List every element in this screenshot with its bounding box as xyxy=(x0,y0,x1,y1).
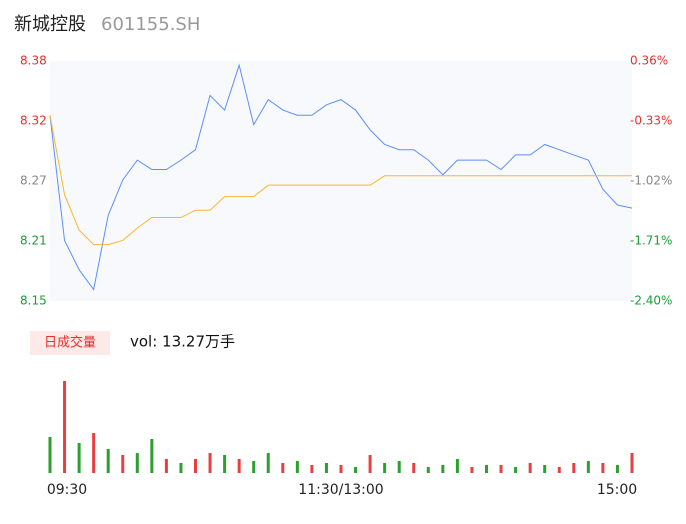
y2-tick-label: -1.02% xyxy=(630,174,672,188)
volume-bar xyxy=(92,433,96,473)
volume-bar xyxy=(252,461,256,473)
volume-bar xyxy=(354,467,358,473)
volume-bar xyxy=(470,467,474,473)
volume-label: vol: 13.27万手 xyxy=(130,333,235,351)
volume-bar xyxy=(455,459,459,473)
x-tick-label: 15:00 xyxy=(597,482,637,498)
volume-bar xyxy=(310,465,314,473)
volume-bar xyxy=(426,467,430,473)
x-tick-label: 09:30 xyxy=(47,482,87,498)
y-tick-label: 8.32 xyxy=(20,114,47,128)
y-tick-label: 8.15 xyxy=(20,294,47,308)
y2-tick-label: -1.71% xyxy=(630,234,672,248)
volume-bar xyxy=(48,437,52,473)
y-tick-label: 8.38 xyxy=(20,54,47,68)
volume-bar xyxy=(266,453,270,473)
volume-bar xyxy=(485,465,488,473)
volume-bar xyxy=(339,465,343,473)
volume-bar xyxy=(237,459,241,473)
volume-bar xyxy=(601,463,605,473)
volume-bar xyxy=(499,465,503,473)
volume-bar xyxy=(514,467,518,473)
volume-bar xyxy=(194,459,197,473)
volume-bar xyxy=(164,459,168,473)
volume-bar xyxy=(615,465,619,473)
y2-tick-label: -0.33% xyxy=(630,114,672,128)
volume-bar xyxy=(572,463,576,473)
volume-bar xyxy=(397,461,401,473)
volume-bar xyxy=(412,463,416,473)
volume-bar xyxy=(121,455,125,473)
volume-bar xyxy=(630,453,634,473)
volume-bar xyxy=(368,455,372,473)
volume-bar xyxy=(441,465,445,473)
volume-bar xyxy=(557,467,561,473)
y-tick-label: 8.27 xyxy=(20,174,47,188)
volume-bar xyxy=(106,449,110,473)
volume-legend: 日成交量 xyxy=(44,335,96,351)
volume-legend-box xyxy=(30,331,110,355)
volume-bar xyxy=(324,463,328,473)
volume-bar xyxy=(528,463,532,473)
volume-bar xyxy=(150,439,154,473)
y2-tick-label: -2.40% xyxy=(630,294,672,308)
volume-bar xyxy=(383,463,387,473)
y-tick-label: 8.21 xyxy=(20,234,47,248)
price-line xyxy=(49,63,633,291)
volume-bar xyxy=(63,381,67,473)
x-tick-label: 11:30/13:00 xyxy=(298,482,383,498)
plot-background xyxy=(50,61,632,301)
volume-bar xyxy=(295,461,299,473)
stock-code: 601155.SH xyxy=(101,14,200,35)
volume-bar xyxy=(543,465,547,473)
volume-bar xyxy=(77,443,81,473)
volume-bar xyxy=(208,453,212,473)
volume-bar xyxy=(281,463,285,473)
stock-name: 新城控股 xyxy=(14,14,86,35)
volume-bar xyxy=(223,455,227,473)
volume-bar xyxy=(135,453,139,473)
y2-tick-label: 0.36% xyxy=(630,54,668,68)
volume-bar xyxy=(586,461,590,473)
price-line xyxy=(49,115,632,246)
volume-bar xyxy=(179,463,183,473)
